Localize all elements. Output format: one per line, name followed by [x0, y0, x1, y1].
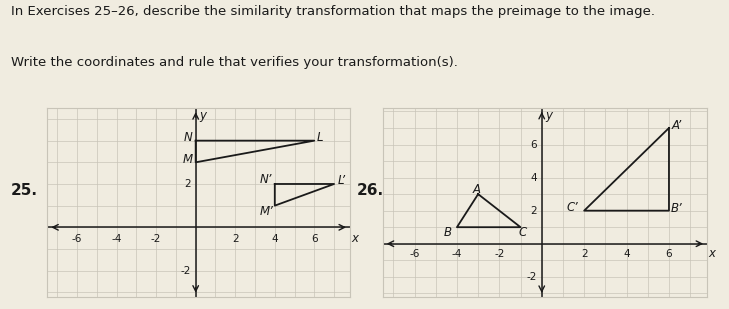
Text: L’: L’ [338, 174, 346, 187]
Text: B’: B’ [671, 202, 683, 215]
Text: C: C [519, 226, 527, 239]
Text: -2: -2 [151, 234, 161, 244]
Text: -6: -6 [72, 234, 82, 244]
Text: 4: 4 [531, 173, 537, 183]
Text: In Exercises 25–26, describe the similarity transformation that maps the preimag: In Exercises 25–26, describe the similar… [11, 5, 655, 18]
Text: 4: 4 [623, 249, 630, 259]
Text: -4: -4 [112, 234, 122, 244]
Text: 2: 2 [531, 206, 537, 216]
Text: 6: 6 [311, 234, 318, 244]
Text: 26.: 26. [357, 183, 384, 197]
Text: 6: 6 [531, 140, 537, 150]
Text: N’: N’ [260, 173, 272, 186]
Text: 6: 6 [666, 249, 672, 259]
Text: y: y [199, 109, 206, 122]
Text: 2: 2 [232, 234, 238, 244]
Text: 2: 2 [581, 249, 588, 259]
Text: A’: A’ [672, 119, 682, 132]
Text: L: L [317, 131, 324, 144]
Text: M’: M’ [260, 205, 274, 218]
Text: 25.: 25. [11, 183, 38, 197]
Text: M: M [183, 153, 193, 166]
Text: -2: -2 [181, 266, 191, 276]
Text: B: B [444, 226, 452, 239]
Text: C’: C’ [566, 201, 578, 214]
Text: x: x [708, 248, 715, 260]
Text: 4: 4 [271, 234, 278, 244]
Text: -2: -2 [494, 249, 504, 259]
Text: x: x [351, 232, 358, 245]
Text: Write the coordinates and rule that verifies your transformation(s).: Write the coordinates and rule that veri… [11, 56, 458, 69]
Text: N: N [184, 131, 192, 144]
Text: -6: -6 [410, 249, 420, 259]
Text: -2: -2 [527, 272, 537, 282]
Text: A: A [473, 184, 481, 197]
Text: y: y [545, 109, 553, 122]
Text: 2: 2 [184, 179, 191, 189]
Text: -4: -4 [452, 249, 462, 259]
